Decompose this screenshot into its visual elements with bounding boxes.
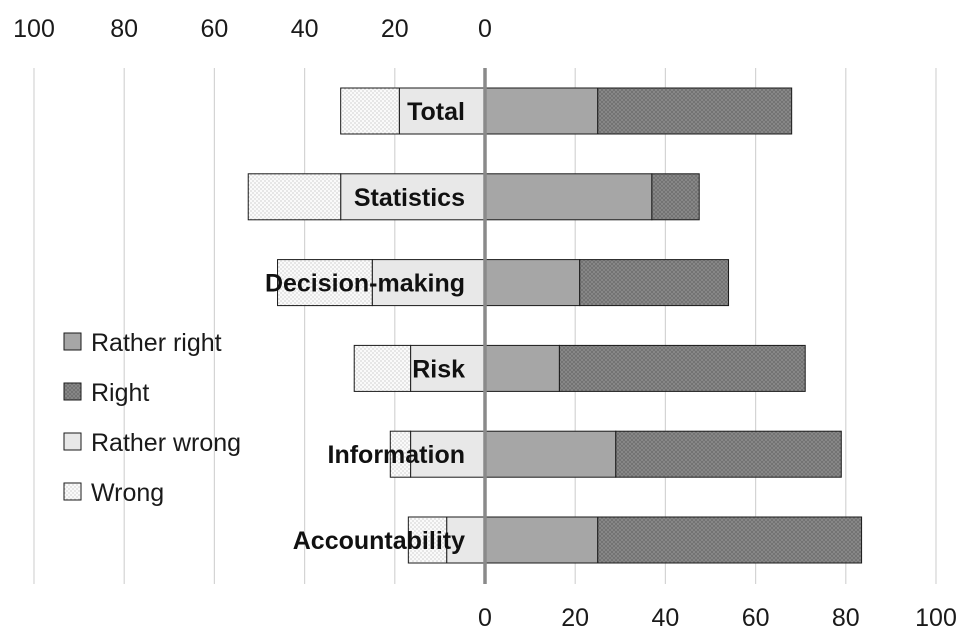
category-label: Total bbox=[407, 98, 465, 126]
bottom-tick-label: 40 bbox=[651, 604, 679, 632]
bar-right bbox=[597, 87, 793, 135]
bar-rather-right bbox=[484, 516, 599, 564]
top-tick-label: 0 bbox=[478, 15, 492, 43]
legend-swatch-wrong bbox=[63, 482, 82, 501]
category-labels: Total Statistics Decision-making Risk Inform… bbox=[265, 98, 465, 555]
bar-wrong bbox=[247, 173, 342, 221]
top-tick-label: 80 bbox=[110, 15, 138, 43]
legend-swatch-right bbox=[63, 382, 82, 401]
tick-labels: 100 80 60 40 20 0 0 20 40 60 80 100 bbox=[13, 15, 957, 632]
bar-rather-right bbox=[484, 259, 581, 307]
legend: Rather right Right Rather wrong Wrong bbox=[63, 329, 241, 507]
bar-wrong bbox=[277, 259, 373, 307]
legend-label-rather-right: Rather right bbox=[91, 329, 222, 357]
legend-label-rather-wrong: Rather wrong bbox=[91, 429, 241, 457]
bar-rather-right bbox=[484, 344, 560, 392]
bottom-tick-label: 80 bbox=[832, 604, 860, 632]
bottom-tick-label: 0 bbox=[478, 604, 492, 632]
legend-swatch-rather-right bbox=[63, 332, 82, 351]
category-label: Decision-making bbox=[265, 270, 465, 298]
bar-wrong bbox=[389, 430, 412, 478]
bars bbox=[247, 87, 863, 564]
bar-right bbox=[579, 259, 730, 307]
bar-right bbox=[558, 344, 806, 392]
legend-label-right: Right bbox=[91, 379, 149, 407]
top-tick-label: 20 bbox=[381, 15, 409, 43]
bar-wrong bbox=[340, 87, 400, 135]
category-label: Risk bbox=[412, 355, 465, 383]
bar-right bbox=[597, 516, 863, 564]
gridlines bbox=[33, 68, 937, 584]
bottom-tick-label: 60 bbox=[742, 604, 770, 632]
top-tick-label: 100 bbox=[13, 15, 55, 43]
top-tick-label: 60 bbox=[200, 15, 228, 43]
category-label: Statistics bbox=[354, 184, 465, 212]
bottom-tick-label: 100 bbox=[915, 604, 957, 632]
category-label: Accountability bbox=[293, 527, 465, 555]
bar-rather-right bbox=[484, 173, 653, 221]
category-label: Information bbox=[328, 441, 466, 469]
bar-rather-right bbox=[484, 87, 599, 135]
legend-label-wrong: Wrong bbox=[91, 479, 164, 507]
bottom-tick-label: 20 bbox=[561, 604, 589, 632]
bar-rather-right bbox=[484, 430, 617, 478]
bar-rather-wrong bbox=[446, 516, 486, 564]
top-tick-label: 40 bbox=[291, 15, 319, 43]
bar-right bbox=[615, 430, 842, 478]
bar-right bbox=[651, 173, 700, 221]
legend-swatch-rather-wrong bbox=[63, 432, 82, 451]
bar-wrong bbox=[353, 344, 412, 392]
bar-wrong bbox=[407, 516, 448, 564]
